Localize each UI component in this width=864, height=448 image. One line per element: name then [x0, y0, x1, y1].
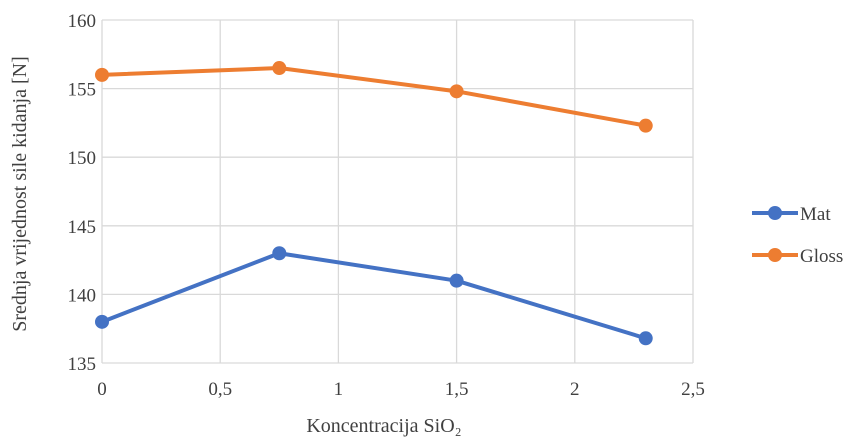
- y-tick-label: 135: [68, 354, 97, 375]
- y-tick-label: 140: [68, 285, 97, 306]
- series-line: [102, 68, 646, 126]
- legend-marker: [768, 206, 782, 220]
- x-axis-ticks: 0 0,5 1 1,5 2 2,5: [97, 379, 705, 400]
- legend-item-gloss: Gloss: [752, 246, 843, 267]
- x-tick-label: 2,5: [681, 379, 705, 400]
- legend-item-mat: Mat: [752, 204, 831, 225]
- y-tick-label: 160: [68, 11, 97, 32]
- data-point: [95, 315, 109, 329]
- series-gloss: [95, 61, 653, 133]
- x-tick-label: 0,5: [208, 379, 232, 400]
- data-point: [639, 119, 653, 133]
- data-point: [95, 68, 109, 82]
- y-axis-ticks: 135 140 145 150 155 160: [68, 11, 97, 375]
- legend-label: Gloss: [800, 246, 843, 267]
- data-point: [272, 61, 286, 75]
- data-point: [272, 246, 286, 260]
- x-axis-title: Koncentracija SiO₂: [306, 415, 461, 437]
- legend-marker: [768, 248, 782, 262]
- x-tick-label: 2: [570, 379, 580, 400]
- y-tick-label: 145: [68, 217, 97, 238]
- y-axis-title: Srednja vrijednost sile kidanja [N]: [9, 56, 31, 332]
- x-tick-label: 1,5: [445, 379, 469, 400]
- data-point: [450, 274, 464, 288]
- series-line: [102, 253, 646, 338]
- x-tick-label: 1: [334, 379, 344, 400]
- y-tick-label: 155: [68, 80, 97, 101]
- x-tick-label: 0: [97, 379, 107, 400]
- legend-label: Mat: [800, 204, 831, 225]
- data-point: [639, 331, 653, 345]
- series-layer: [95, 61, 653, 345]
- series-mat: [95, 246, 653, 345]
- y-tick-label: 150: [68, 148, 97, 169]
- legend: Mat Gloss: [752, 204, 843, 267]
- data-point: [450, 84, 464, 98]
